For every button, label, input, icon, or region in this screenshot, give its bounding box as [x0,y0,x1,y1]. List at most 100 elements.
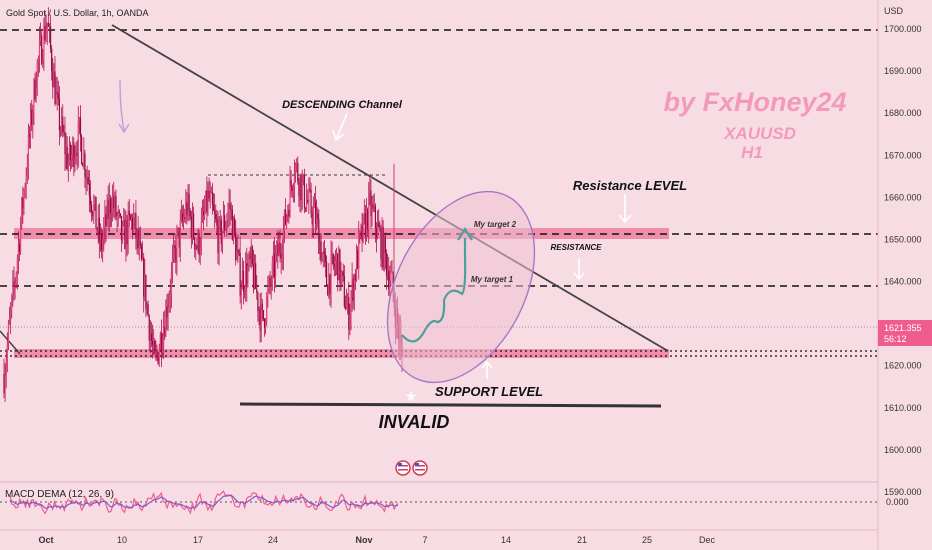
candle-body [221,231,224,245]
candle-body [110,212,113,214]
candle-body [181,213,184,221]
candle-body [23,190,25,209]
candle-body [31,109,33,126]
candle-body [201,211,204,221]
candle-body [327,285,329,296]
candle-body [33,79,35,112]
candle-body [291,186,293,192]
candle-body [230,209,232,210]
candle-body [100,234,103,251]
candle-body [64,133,66,155]
candle-body [334,260,337,268]
candle-body [310,190,312,214]
candle-body [103,227,105,240]
candle-body [250,246,252,260]
invalid-label: INVALID [379,412,450,432]
candle-body [107,200,109,220]
invalid-line [239,402,662,408]
candle-body [102,239,104,251]
candle-body [4,375,6,394]
macd-label: MACD DEMA (12, 26, 9) [5,489,114,500]
candle-body [384,236,386,254]
candle-body [279,242,281,253]
candle-body [273,253,276,277]
candle-body [134,213,136,218]
candle-body [322,251,324,254]
candle-body [333,264,335,268]
candle-body [339,249,341,284]
candle-body [277,243,279,257]
candle-body [307,199,309,202]
candle-body [195,245,197,250]
candle-body [360,225,362,232]
candle-body [275,254,277,277]
candle-body [22,197,24,209]
candle-body [237,249,239,251]
candle-body [289,179,291,217]
candle-body [290,179,292,187]
candle-body [340,272,342,284]
candle-body [276,243,278,255]
candle-body [146,304,148,310]
us-flag-icon[interactable] [395,460,411,476]
candle-body [180,213,182,220]
us-flag-icon-2[interactable] [412,460,428,476]
drop-arrow [118,79,130,134]
candle-body [147,304,149,316]
candle-body [124,219,126,250]
candle-body [49,26,52,49]
candle-body [382,227,384,268]
candle-body [296,163,298,166]
candle-body [368,193,370,230]
candle-body [43,26,45,60]
candle-body [380,228,382,260]
candle-body [367,209,369,230]
candle-body [73,142,75,168]
candle-body [161,345,164,353]
price-axis-ticks: 1590.0001600.0001610.0001620.0001630.000… [884,24,922,497]
candle-body [335,253,338,261]
candle-body [252,263,255,288]
candle-body [297,163,299,182]
price-tick-label: 1700.000 [884,24,922,34]
candle-body [156,351,158,353]
candle-body [210,191,212,193]
candle-body [28,134,31,137]
candle-body [13,281,15,286]
resistance-pointer-arrow [618,194,632,224]
candle-body [135,213,137,239]
candle-body [179,219,181,248]
candle-body [81,136,83,164]
candle-body [85,176,87,179]
candle-body [347,296,349,305]
time-axis-ticks: Oct 10 17 24 Nov 7 14 21 25 Dec [38,535,715,545]
candle-body [372,204,374,209]
candle-body [173,245,175,259]
candle-body [228,203,230,212]
candle-body [198,233,200,256]
candle-body [88,183,90,196]
candle-body [317,213,319,219]
candle-body [42,59,44,65]
price-axis[interactable] [878,0,932,550]
candle-body [25,176,27,189]
candle-body [61,116,63,130]
watermark-author: by FxHoney24 [663,87,846,117]
candle-body [55,91,57,104]
candle-body [211,191,214,205]
candle-body [316,213,318,224]
candle-body [133,217,135,229]
candle-body [286,215,288,225]
candle-body [332,254,334,265]
candle-body [284,210,287,225]
candle-body [262,310,265,320]
candle-body [39,35,42,42]
candle-body [217,225,219,253]
candle-body [355,250,358,280]
candle-body [272,253,274,263]
candle-body [389,280,391,289]
candle-body [93,203,95,216]
candle-body [24,188,26,191]
